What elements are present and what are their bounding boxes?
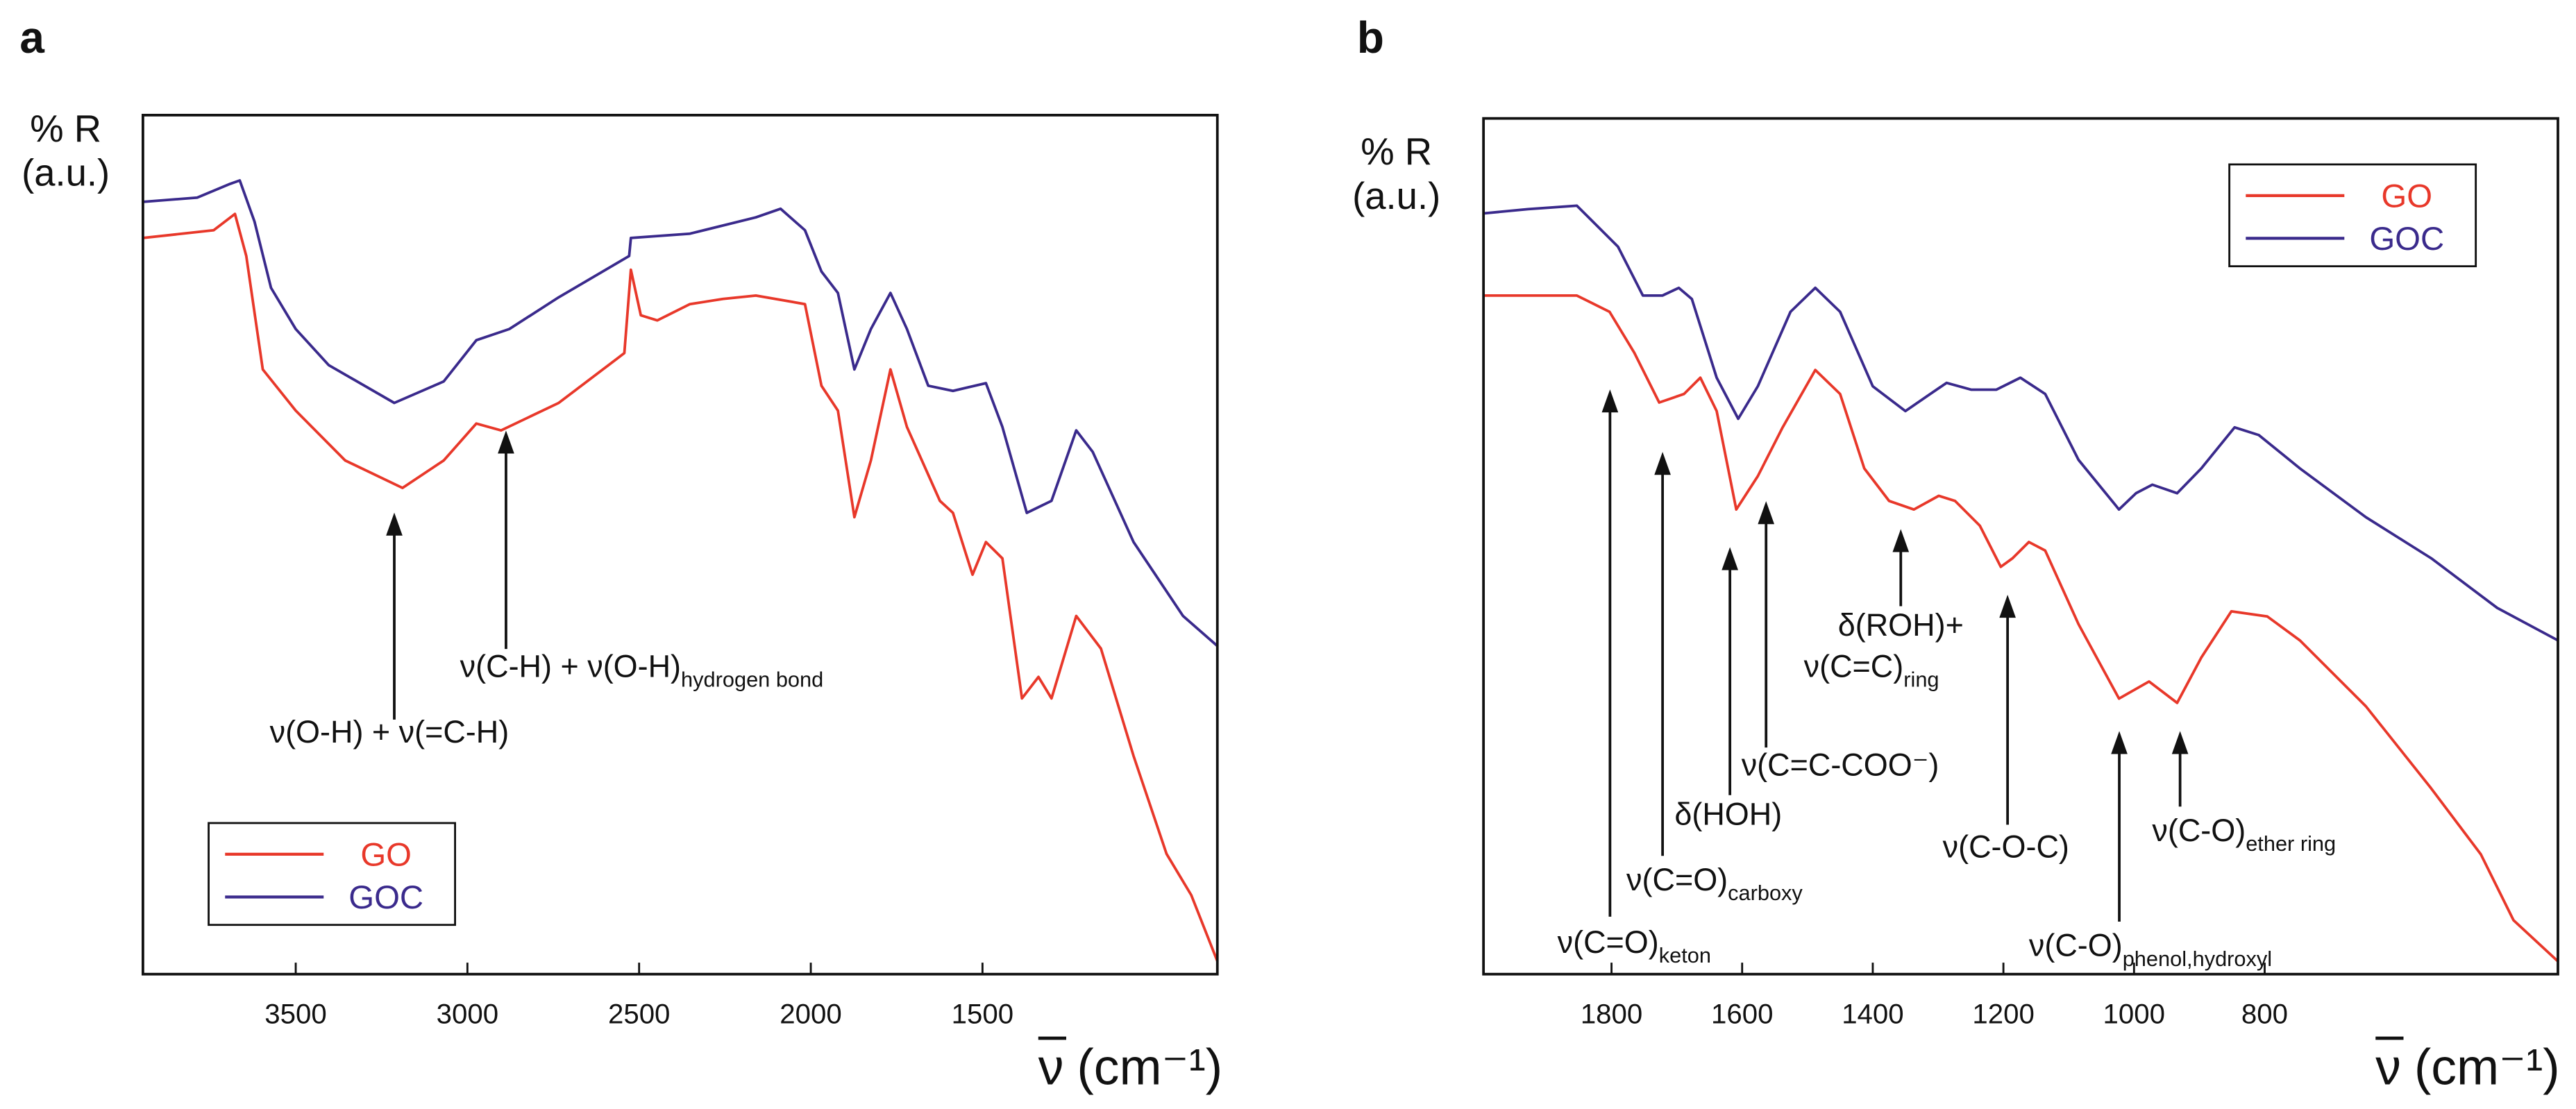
annotation-text: ν(C=C)	[1804, 648, 1904, 684]
annotation: ν(C-H) + ν(O-H)hydrogen bond	[460, 648, 824, 691]
annotation-subscript: ring	[1903, 668, 1939, 692]
x-axis-unit: (cm⁻¹)	[2414, 1038, 2560, 1095]
annotation-text: ν(C-O)	[2152, 813, 2246, 848]
annotation: ν(C=C)ring	[1804, 648, 1939, 691]
legend-label: GO	[2381, 178, 2432, 214]
arrow-head	[386, 512, 403, 536]
annotation-subscript: phenol,hydroxyl	[2123, 947, 2272, 971]
plot-frame	[1482, 117, 2559, 976]
annotation: ν(C-O)ether ring	[2152, 813, 2336, 856]
annotation: ν(C=O)carboxy	[1626, 862, 1803, 905]
spectrum-line	[1483, 204, 2559, 642]
annotation-subscript: keton	[1659, 943, 1711, 967]
x-tick-label: 1400	[1842, 999, 1903, 1030]
annotation: δ(HOH)	[1674, 796, 1782, 831]
x-tick-label: 2500	[608, 999, 670, 1030]
annotation-text: ν(C=C-COO⁻)	[1742, 747, 1939, 782]
x-tick-label: 1600	[1711, 999, 1773, 1030]
annotation: ν(C-O-C)	[1943, 829, 2069, 865]
arrow-head	[1758, 501, 1775, 525]
legend-box	[2228, 163, 2477, 268]
annotation-text: δ(HOH)	[1674, 796, 1782, 831]
annotation-subscript: hydrogen bond	[681, 668, 823, 692]
spectrum-line	[1483, 294, 2559, 963]
annotation-text: ν(C-O)	[2029, 928, 2123, 963]
y-axis-label: (a.u.)	[1352, 175, 1440, 217]
x-axis-unit: (cm⁻¹)	[1077, 1038, 1222, 1095]
x-axis-label: ν (cm⁻¹)	[2375, 1038, 2559, 1095]
legend-box	[208, 822, 456, 926]
annotation-text: ν(C-H) + ν(O-H)	[460, 648, 681, 684]
annotation: ν(C=C-COO⁻)	[1742, 747, 1939, 782]
annotation: δ(ROH)+	[1838, 607, 1964, 643]
annotation: ν(O-H) + ν(=C-H)	[270, 714, 510, 750]
annotation-text: ν(C=O)	[1558, 924, 1659, 960]
x-tick-label: 3000	[437, 999, 498, 1030]
annotation-text: δ(ROH)+	[1838, 607, 1964, 643]
x-axis-symbol: ν	[2375, 1038, 2401, 1095]
panel-label: b	[1357, 12, 1384, 62]
x-tick-label: 1800	[1581, 999, 1642, 1030]
arrow-head	[1999, 594, 2016, 618]
annotation-text: ν(C-O-C)	[1943, 829, 2069, 865]
annotation-text: ν(O-H) + ν(=C-H)	[270, 714, 510, 750]
annotation: ν(C=O)keton	[1558, 924, 1711, 967]
x-axis-symbol: ν	[1038, 1038, 1064, 1095]
spectrum-line	[142, 179, 1218, 647]
legend-label: GOC	[348, 879, 423, 916]
legend-label: GOC	[2369, 221, 2444, 257]
arrow-head	[1654, 452, 1671, 475]
x-tick-label: 2000	[780, 999, 841, 1030]
panel-label: a	[19, 12, 44, 62]
arrow-head	[1601, 389, 1619, 413]
annotation-subscript: carboxy	[1728, 881, 1803, 905]
annotation: ν(C-O)phenol,hydroxyl	[2029, 928, 2272, 971]
arrow-head	[2171, 731, 2189, 754]
y-axis-label: % R	[1361, 130, 1432, 173]
x-tick-label: 1500	[952, 999, 1013, 1030]
annotation-text: ν(C=O)	[1626, 862, 1728, 897]
legend-label: GO	[360, 836, 412, 873]
arrow-head	[1892, 529, 1910, 552]
arrow-head	[498, 430, 514, 454]
y-axis-label: % R	[30, 108, 101, 150]
annotation-subscript: ether ring	[2246, 831, 2336, 856]
arrow-head	[1721, 547, 1738, 570]
x-axis-label: ν (cm⁻¹)	[1038, 1038, 1222, 1095]
x-tick-label: 3500	[264, 999, 326, 1030]
plot-frame	[142, 114, 1219, 976]
x-tick-label: 1200	[1972, 999, 2034, 1030]
spectrum-line	[142, 212, 1219, 962]
arrow-head	[2111, 731, 2128, 754]
y-axis-label: (a.u.)	[22, 152, 110, 194]
x-tick-label: 800	[2241, 999, 2288, 1030]
x-tick-label: 1000	[2103, 999, 2165, 1030]
